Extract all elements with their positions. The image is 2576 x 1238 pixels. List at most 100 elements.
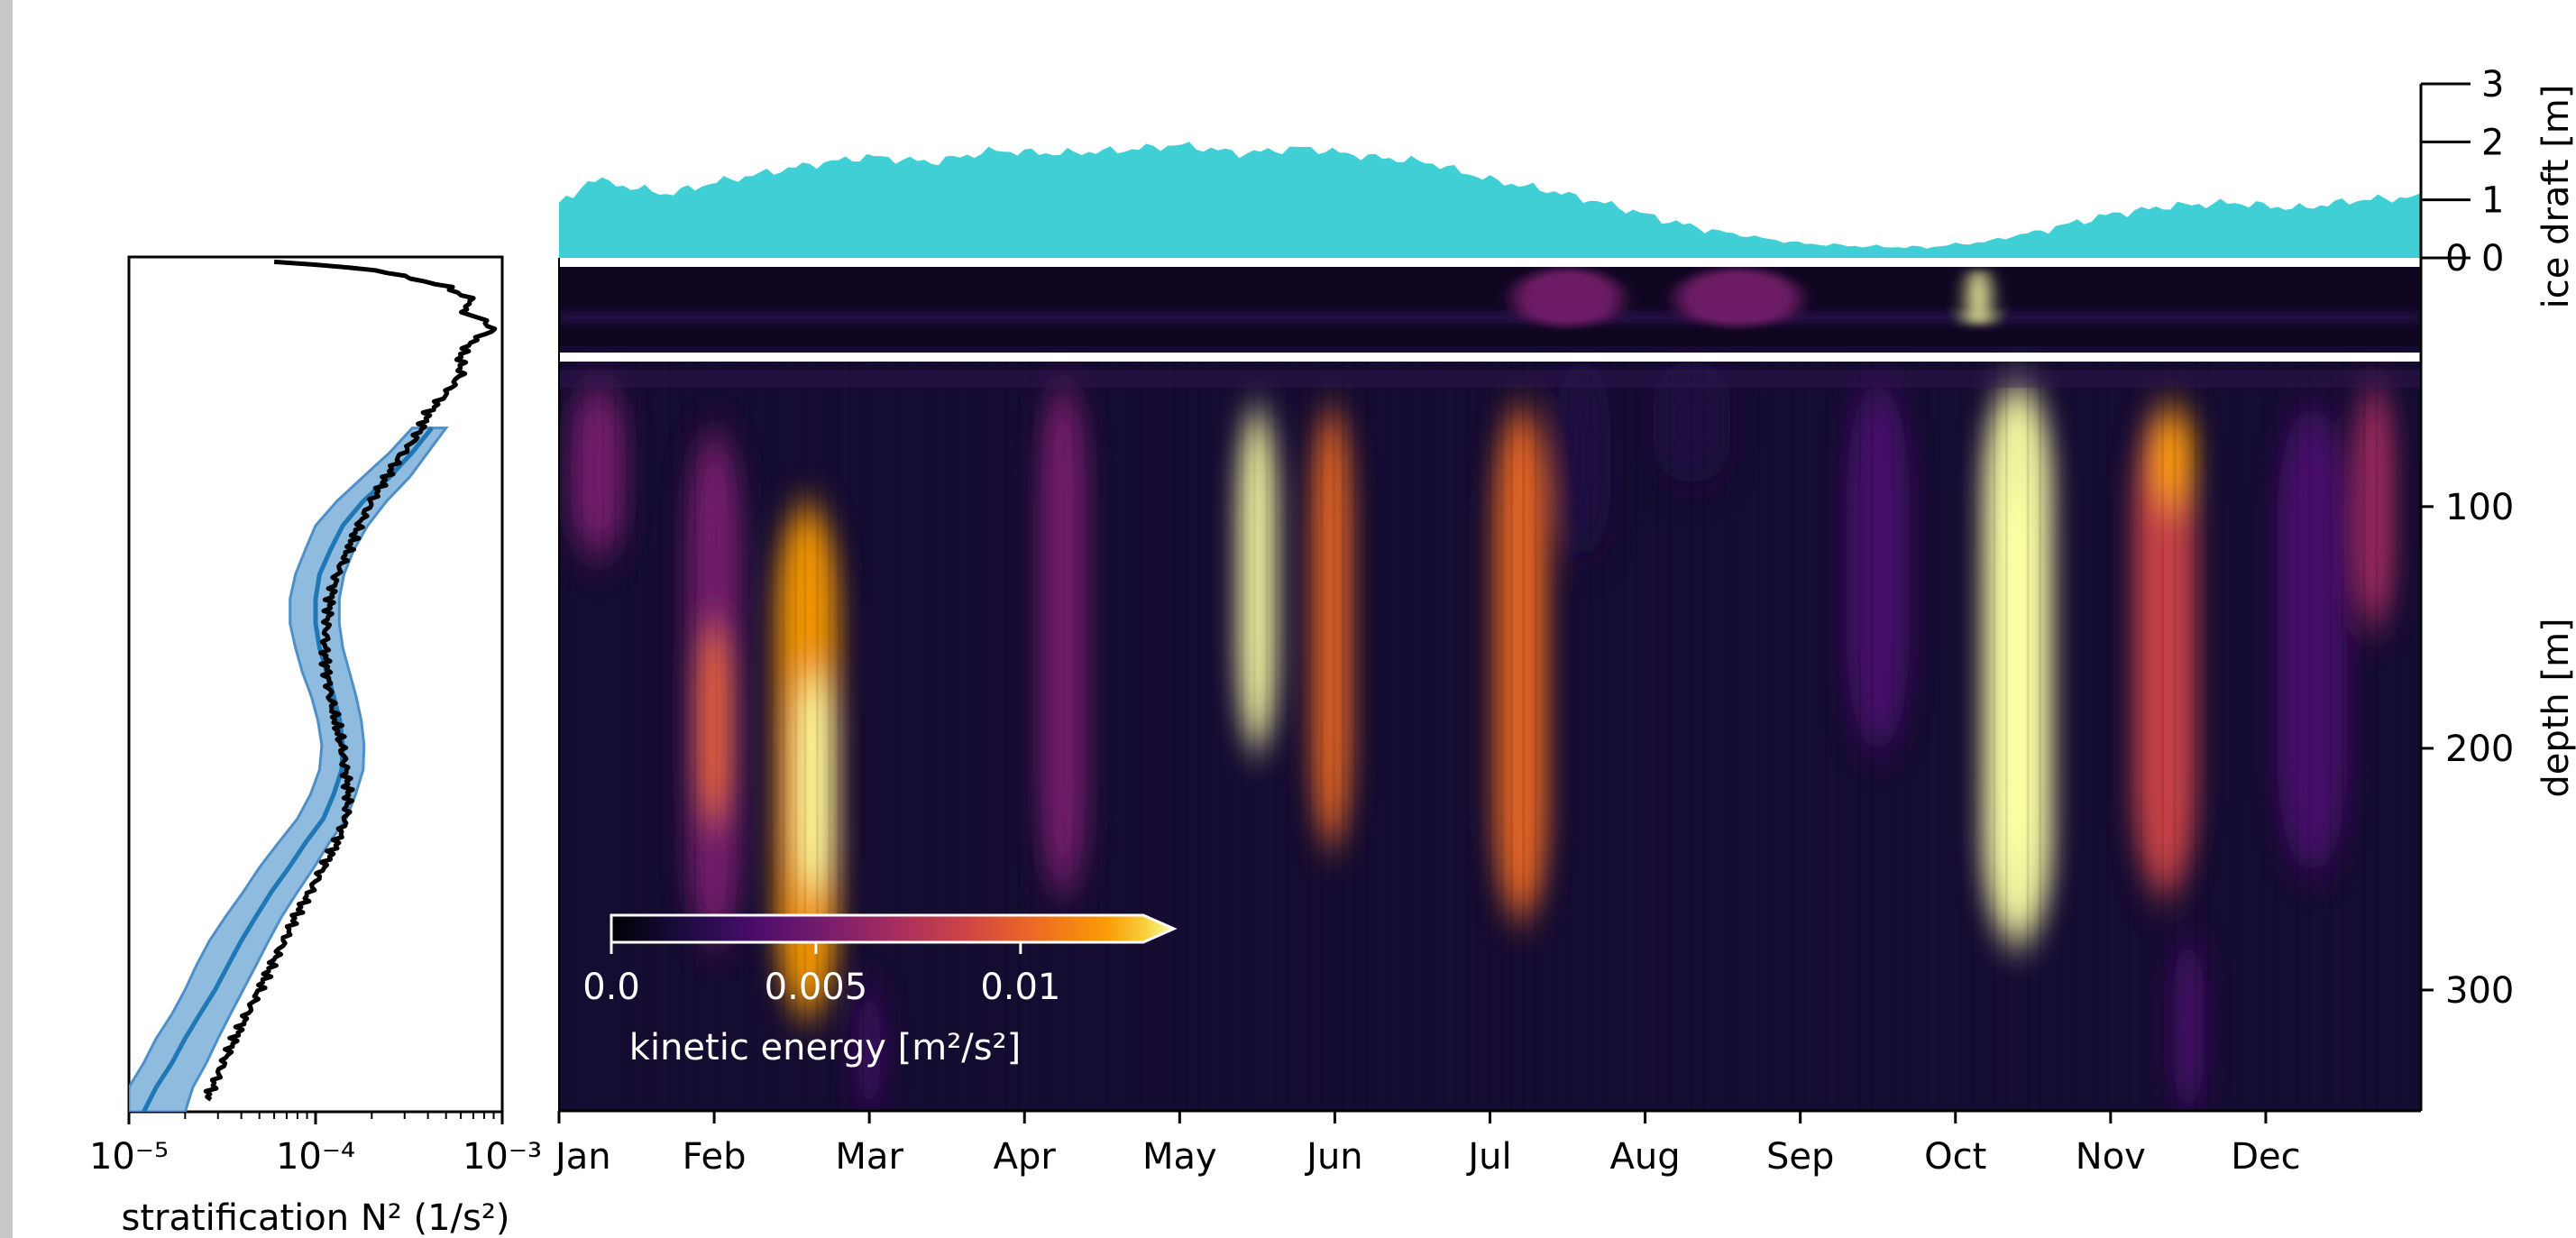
heatmap-texture-stripe <box>782 362 785 1111</box>
month-label: Sep <box>1766 1136 1834 1178</box>
colorbar-tick-label: 0.0 <box>582 967 640 1008</box>
heatmap-texture-stripe <box>2375 362 2379 1111</box>
heatmap-texture-stripe <box>669 362 673 1111</box>
heatmap-texture-stripe <box>1030 362 1033 1111</box>
ke-event-blob <box>2150 409 2195 507</box>
heatmap-texture-stripe <box>938 362 941 1111</box>
heatmap-texture-stripe <box>1274 362 1278 1111</box>
ice-draft-axis-label: ice draft [m] <box>2535 85 2576 309</box>
heatmap-texture-stripe <box>559 362 562 1111</box>
heatmap-texture-stripe <box>849 362 853 1111</box>
heatmap-texture-stripe <box>2173 362 2177 1111</box>
heatmap-texture-stripe <box>2296 362 2299 1111</box>
ke-event-blob <box>2172 941 2205 1111</box>
heatmap-texture-stripe <box>1096 362 1100 1111</box>
heatmap-texture-stripe <box>1509 362 1513 1111</box>
heatmap-texture-stripe <box>2105 362 2109 1111</box>
heatmap-texture-stripe <box>1408 362 1412 1111</box>
heatmap-stripes <box>559 362 2421 1111</box>
heatmap-texture-stripe <box>861 362 865 1111</box>
heatmap-texture-stripe <box>681 362 684 1111</box>
month-label: Aug <box>1610 1136 1681 1178</box>
heatmap-texture-stripe <box>1118 362 1122 1111</box>
heatmap-texture-stripe <box>1993 362 1996 1111</box>
heatmap-texture-stripe <box>2228 362 2232 1111</box>
heatmap-texture-stripe <box>568 362 572 1111</box>
heatmap-texture-stripe <box>2307 362 2311 1111</box>
heatmap-texture-stripe <box>1005 362 1009 1111</box>
heatmap-texture-stripe <box>1320 362 1324 1111</box>
heatmap-texture-stripe <box>770 362 774 1111</box>
ke-surface-blob <box>1513 269 1622 326</box>
ke-event-blob <box>1237 409 1277 748</box>
ke-event-blob <box>1995 482 2040 869</box>
heatmap-texture-stripe <box>2072 362 2076 1111</box>
ke-event-blob <box>1847 385 1910 748</box>
ke-event-blob <box>2133 409 2196 894</box>
surface-band-events <box>559 269 2421 326</box>
page-edge <box>0 0 13 1238</box>
heatmap-texture-stripe <box>1476 362 1480 1111</box>
heatmap-texture-stripe <box>1232 362 1234 1111</box>
heatmap-texture-stripe <box>614 362 618 1111</box>
depth-tick-label: 200 <box>2445 729 2514 770</box>
heatmap-texture-stripe <box>659 362 663 1111</box>
heatmap-texture-stripe <box>2140 362 2143 1111</box>
heatmap-texture-stripe <box>1702 362 1706 1111</box>
heatmap-texture-stripe <box>1332 362 1335 1111</box>
ke-event-blob <box>700 627 729 821</box>
heatmap-texture-stripe <box>1623 362 1627 1111</box>
month-label: Jul <box>1465 1136 1511 1178</box>
stratification-tick-label: 10⁻⁵ <box>89 1136 169 1178</box>
heatmap-texture-stripe <box>601 362 605 1111</box>
observed-profile-line <box>203 259 498 1102</box>
heatmap-texture-stripe <box>828 362 831 1111</box>
ke-surface-blob <box>1676 269 1801 326</box>
heatmap-texture-stripe <box>2206 362 2210 1111</box>
heatmap-texture-stripe <box>2397 362 2399 1111</box>
surface-texture-band <box>559 311 2421 324</box>
heatmap-texture-stripe <box>1858 362 1862 1111</box>
heatmap-texture-stripe <box>895 362 898 1111</box>
month-label: Apr <box>994 1136 1057 1178</box>
heatmap-texture-stripe <box>1757 362 1761 1111</box>
heatmap-texture-stripe <box>1186 362 1189 1111</box>
heatmap-texture-stripe <box>1824 362 1828 1111</box>
heatmap-texture-stripe <box>1601 362 1605 1111</box>
heatmap-texture-stripe <box>1298 362 1302 1111</box>
heatmap-texture-stripe <box>693 362 697 1111</box>
surface-band-top-line <box>559 258 2421 267</box>
heatmap-texture-stripe <box>1454 362 1458 1111</box>
heatmap-background <box>559 258 2421 1111</box>
heatmap-texture-stripe <box>580 362 583 1111</box>
heatmap-texture-stripe <box>1938 362 1941 1111</box>
heatmap-texture-stripe <box>971 362 975 1111</box>
ke-event-blob <box>1040 385 1087 894</box>
heatmap-texture-stripe <box>1085 362 1088 1111</box>
heatmap-texture-stripe <box>1063 362 1067 1111</box>
heatmap-texture-stripe <box>1971 362 1975 1111</box>
heatmap-texture-stripe <box>995 362 999 1111</box>
heatmap-texture-stripe <box>2160 362 2164 1111</box>
heatmap-texture-stripe <box>2195 362 2198 1111</box>
heatmap-texture-stripe <box>1555 362 1559 1111</box>
heatmap-texture-stripe <box>1287 362 1290 1111</box>
heatmap-texture-stripe <box>1252 362 1256 1111</box>
ke-event-blob <box>1653 362 1731 483</box>
heatmap-texture-stripe <box>1769 362 1773 1111</box>
heatmap-texture-stripe <box>2362 362 2366 1111</box>
ke-event-blob <box>570 385 626 555</box>
heatmap-texture-stripe <box>1892 362 1895 1111</box>
colorbar-tick-label: 0.01 <box>980 967 1060 1008</box>
month-label: Feb <box>683 1136 747 1178</box>
heatmap-texture-stripe <box>1635 362 1638 1111</box>
ice-draft-tick-label: 3 <box>2481 64 2504 105</box>
heatmap-texture-stripe <box>794 362 798 1111</box>
heatmap-texture-stripe <box>1388 362 1390 1111</box>
heatmap-texture-stripe <box>962 362 966 1111</box>
heatmap-texture-stripe <box>1342 362 1345 1111</box>
heatmap-texture-stripe <box>1690 362 1693 1111</box>
stratification-axis-label: stratification N² (1/s²) <box>122 1197 510 1238</box>
heatmap-texture-stripe <box>2241 362 2243 1111</box>
